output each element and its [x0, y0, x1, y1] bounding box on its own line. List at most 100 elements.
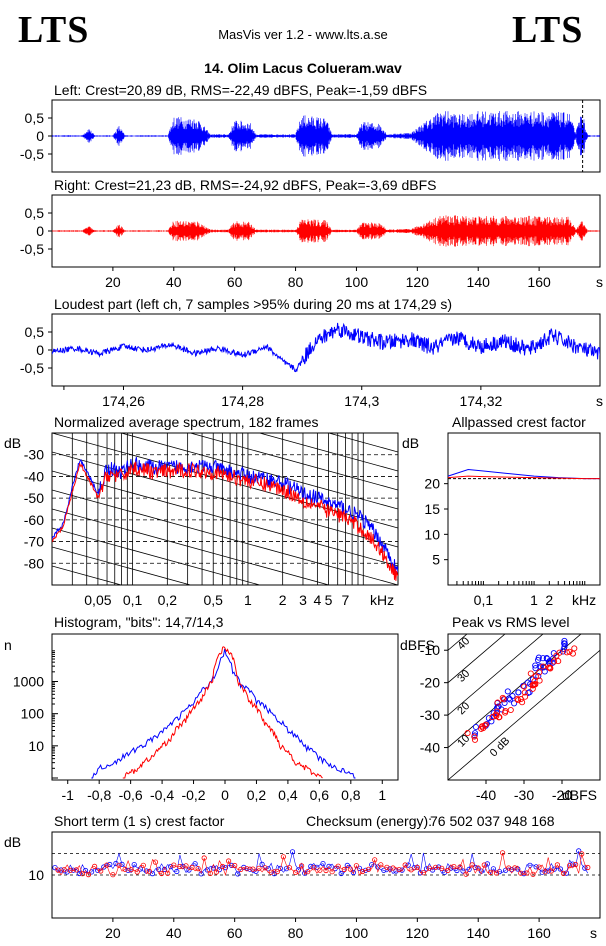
hist-ylabel: n — [4, 637, 12, 653]
stc-point-0 — [210, 865, 216, 871]
xtick-label: 7 — [342, 592, 350, 608]
stc-point-0 — [435, 864, 442, 870]
pvr-point-0 — [507, 696, 514, 703]
xtick-label: 60 — [227, 274, 243, 290]
ytick-label: 15 — [424, 501, 440, 517]
stc-point-0 — [156, 866, 162, 872]
xtick-label: 2 — [279, 592, 287, 608]
stc-point-1 — [177, 863, 183, 870]
stc-point-1 — [134, 869, 140, 875]
stc-point-0 — [168, 863, 174, 870]
xtick-label: 20 — [105, 925, 121, 941]
pvr-point-1 — [494, 708, 501, 715]
stc-point-0 — [174, 868, 180, 875]
logo-right: LTS — [512, 9, 584, 51]
pvr-point-0 — [539, 655, 547, 662]
ytick-label: -60 — [24, 512, 44, 528]
pvr-point-0 — [504, 688, 511, 695]
histogram-title: Histogram, "bits": 14,7/14,3 — [54, 614, 224, 630]
stc-point-1 — [384, 864, 390, 870]
pvr-point-1 — [551, 658, 558, 665]
average-spectrum-title: Normalized average spectrum, 182 frames — [54, 414, 319, 430]
xtick-label: 0 — [221, 787, 229, 803]
pvr-point-0 — [543, 655, 550, 662]
histogram-panel: Histogram, "bits": 14,7/14,3n100010010-1… — [4, 614, 399, 803]
stc-point-1 — [329, 869, 335, 875]
crest-diagonal — [448, 649, 600, 780]
pvr-point-1 — [482, 721, 489, 728]
crest-frame — [447, 432, 601, 586]
stc-point-1 — [183, 863, 189, 869]
xtick-label: 100 — [345, 274, 369, 290]
loudest-part-panel: Loudest part (left ch, 7 samples >95% du… — [20, 296, 603, 409]
pvr-point-0 — [472, 723, 479, 731]
stc-point-1 — [238, 866, 244, 873]
ytick-label: -0,5 — [20, 146, 44, 162]
ytick-label: 0,5 — [25, 205, 45, 221]
xtick-label: 40 — [166, 925, 182, 941]
xtick-label: 140 — [467, 274, 491, 290]
short-term-crest-panel: Short term (1 s) crest factor Checksum (e… — [4, 813, 601, 941]
crest-line-label: 20 — [455, 700, 472, 717]
stc-point-1 — [457, 864, 463, 870]
pvr-point-1 — [529, 681, 536, 688]
xtick-label: 1 — [378, 787, 386, 803]
ytick-label: -30 — [24, 447, 44, 463]
stc-point-0 — [350, 869, 356, 876]
ytick-label: -20 — [420, 675, 440, 691]
stc-point-1 — [579, 851, 585, 857]
stc-point-0 — [283, 866, 289, 872]
stc-point-1 — [402, 862, 408, 868]
stc-point-1 — [359, 868, 366, 875]
stc-point-1 — [493, 870, 500, 876]
stc-point-1 — [298, 863, 305, 869]
stc-point-0 — [533, 864, 539, 870]
slope-line — [52, 546, 192, 585]
stc-point-1 — [79, 871, 86, 877]
crest-line-label: 30 — [455, 668, 472, 685]
peak-vs-rms-title: Peak vs RMS level — [452, 614, 569, 630]
pvr-point-0 — [561, 640, 568, 647]
app-info: MasVis ver 1.2 - www.lts.a.se — [218, 27, 388, 42]
loudest-part-title: Loudest part (left ch, 7 samples >95% du… — [54, 296, 452, 312]
stc-point-0 — [119, 861, 125, 868]
stc-point-0 — [58, 867, 64, 873]
xtick-label: 2 — [545, 592, 553, 608]
xtick-label: 120 — [406, 274, 430, 290]
slope-line — [119, 433, 398, 510]
xtick-label: 0,5 — [203, 592, 223, 608]
xtick-label: 160 — [527, 925, 551, 941]
stc-point-1 — [226, 858, 232, 864]
pvr-point-1 — [464, 730, 471, 737]
stc-point-1 — [61, 867, 67, 873]
pvr-point-1 — [507, 706, 514, 714]
stc-point-0 — [95, 867, 101, 873]
xtick-label: 80 — [288, 925, 304, 941]
stc-point-1 — [244, 866, 250, 872]
pvr-point-1 — [569, 650, 576, 657]
ytick-label: -0,5 — [20, 241, 44, 257]
allpassed-crest-title: Allpassed crest factor — [452, 414, 586, 430]
slope-line — [52, 489, 398, 585]
stc-point-0 — [295, 867, 302, 873]
xtick-label: 60 — [227, 925, 243, 941]
stc-point-1 — [341, 866, 347, 873]
ytick-label: -40 — [24, 468, 44, 484]
crest-diagonal — [448, 634, 544, 716]
xtick-label: -40 — [476, 787, 496, 803]
left-waveform-trace — [52, 111, 600, 161]
xtick-label: 20 — [105, 274, 121, 290]
ytick-label: 10 — [28, 738, 44, 754]
ytick-label: 10 — [424, 526, 440, 542]
stc-point-0 — [186, 867, 192, 873]
stc-point-1 — [414, 864, 420, 871]
pvr-point-1 — [540, 663, 547, 670]
stc-point-1 — [67, 867, 73, 874]
stc-point-1 — [280, 854, 286, 860]
stc-point-1 — [572, 861, 579, 868]
stc-point-1 — [317, 867, 323, 873]
ytick-label: 0,5 — [25, 110, 45, 126]
pvr-point-1 — [529, 685, 536, 692]
pvr-ylabel: dBFS — [400, 637, 435, 653]
